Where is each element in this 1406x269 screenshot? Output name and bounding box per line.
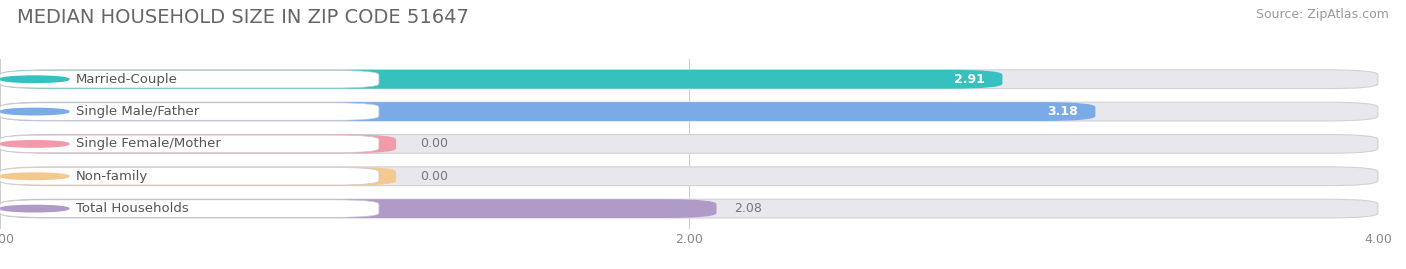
FancyBboxPatch shape [0,135,380,153]
Text: 2.91: 2.91 [955,73,986,86]
Text: Source: ZipAtlas.com: Source: ZipAtlas.com [1256,8,1389,21]
Text: 0.00: 0.00 [420,170,449,183]
FancyBboxPatch shape [0,200,380,217]
Text: MEDIAN HOUSEHOLD SIZE IN ZIP CODE 51647: MEDIAN HOUSEHOLD SIZE IN ZIP CODE 51647 [17,8,468,27]
Text: Non-family: Non-family [76,170,148,183]
FancyBboxPatch shape [0,168,380,185]
FancyBboxPatch shape [0,70,380,88]
FancyBboxPatch shape [0,102,1378,121]
Text: Single Female/Mother: Single Female/Mother [76,137,221,150]
FancyBboxPatch shape [0,134,396,153]
FancyBboxPatch shape [0,103,380,120]
FancyBboxPatch shape [0,199,717,218]
Circle shape [0,108,69,115]
FancyBboxPatch shape [0,70,1378,89]
FancyBboxPatch shape [0,102,1095,121]
Text: Married-Couple: Married-Couple [76,73,177,86]
Text: Single Male/Father: Single Male/Father [76,105,200,118]
FancyBboxPatch shape [0,167,396,186]
Circle shape [0,173,69,179]
Circle shape [0,205,69,212]
Text: 0.00: 0.00 [420,137,449,150]
Circle shape [0,141,69,147]
Text: 3.18: 3.18 [1047,105,1078,118]
FancyBboxPatch shape [0,199,1378,218]
Text: 2.08: 2.08 [734,202,762,215]
Text: Total Households: Total Households [76,202,188,215]
FancyBboxPatch shape [0,167,1378,186]
FancyBboxPatch shape [0,134,1378,153]
Circle shape [0,76,69,83]
FancyBboxPatch shape [0,70,1002,89]
